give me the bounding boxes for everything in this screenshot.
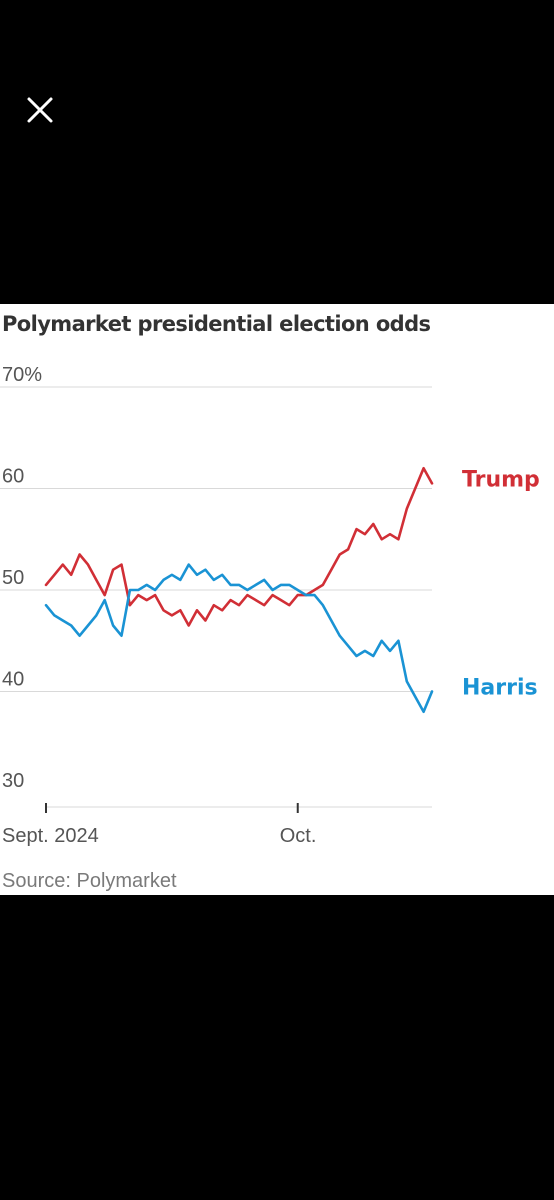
y-tick-label: 50 — [2, 567, 24, 589]
series-label-harris: Harris — [462, 676, 538, 701]
x-tick-label: Oct. — [280, 825, 317, 847]
line-chart: 70% 60 50 40 30 Sept. 2024 Oct. Trump Harris — [0, 364, 540, 847]
series-label-trump: Trump — [462, 467, 540, 492]
close-icon — [27, 97, 53, 123]
source-note: Source: Polymarket — [2, 870, 177, 892]
x-tick-label: Sept. 2024 — [2, 825, 99, 847]
series-line-trump — [44, 466, 434, 627]
close-button[interactable] — [20, 90, 60, 130]
chart-title: Polymarket presidential election odds — [2, 312, 431, 336]
y-tick-label: 30 — [2, 770, 24, 792]
series-line-harris — [44, 563, 434, 714]
chart-card: Polymarket presidential election odds 70… — [0, 304, 554, 895]
y-tick-label: 40 — [2, 669, 24, 691]
y-tick-label: 60 — [2, 466, 24, 488]
y-tick-label: 70% — [2, 364, 42, 386]
